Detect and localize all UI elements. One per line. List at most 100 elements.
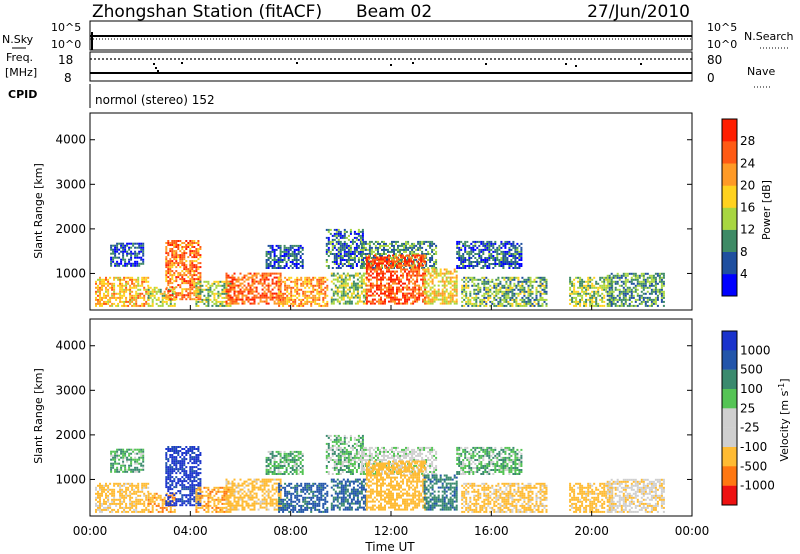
power-cell [458, 253, 461, 255]
power-cell [125, 296, 128, 299]
power-cell [603, 300, 606, 303]
power-cell [478, 263, 481, 265]
power-cell [365, 288, 368, 291]
nsearch-tick-top: 10^5 [707, 21, 737, 34]
power-cell [165, 258, 168, 261]
power-cell [197, 244, 200, 246]
power-cell [511, 298, 514, 301]
power-cell [419, 248, 422, 251]
power-cell [294, 294, 297, 297]
power-cell [429, 240, 432, 243]
power-cell [422, 254, 425, 257]
power-cell [644, 280, 647, 283]
power-cell [628, 298, 631, 301]
power-ylabel: Slant Range [km] [32, 163, 45, 259]
power-cell [573, 278, 576, 281]
power-cell [223, 290, 226, 293]
power-cell [261, 282, 264, 285]
velocity-cell [141, 482, 144, 485]
power-cell [407, 246, 410, 249]
power-cell [263, 292, 266, 295]
power-cell [325, 236, 328, 239]
power-cell [429, 253, 432, 255]
velocity-cell [95, 502, 97, 505]
power-cell [310, 278, 313, 281]
power-cell [278, 278, 281, 281]
power-cell [175, 266, 178, 269]
power-cell [284, 284, 287, 287]
power-cell [292, 302, 295, 305]
power-cell [189, 272, 192, 275]
power-cell [329, 250, 332, 253]
power-cell [616, 288, 619, 291]
velocity-cell [115, 498, 118, 501]
power-cell [171, 262, 174, 265]
velocity-cell [123, 500, 126, 503]
power-cell [429, 244, 432, 247]
power-cell [539, 290, 542, 293]
power-cell [167, 296, 170, 299]
power-cell [443, 302, 446, 305]
power-cell [343, 255, 346, 257]
power-cell [283, 255, 286, 257]
power-cell [408, 286, 411, 289]
power-cell [113, 286, 116, 289]
power-cell [367, 258, 370, 261]
power-cell [241, 302, 244, 305]
power-cell [455, 300, 458, 303]
power-cell [483, 280, 486, 283]
power-cell [433, 242, 436, 245]
power-cell [233, 300, 236, 303]
power-cell [369, 268, 372, 271]
power-cell [630, 304, 633, 307]
power-cell [227, 290, 230, 293]
power-cell [652, 290, 655, 293]
power-cell [341, 246, 344, 249]
velocity-cell [141, 502, 144, 505]
power-cell [642, 276, 645, 279]
power-cell [381, 253, 383, 255]
power-cell [603, 280, 606, 283]
power-cell [177, 264, 180, 267]
power-cell [654, 282, 657, 285]
power-cell [429, 261, 432, 263]
power-cell [533, 304, 536, 307]
power-cell [239, 284, 242, 287]
power-cell [514, 255, 517, 257]
power-cell [425, 286, 428, 289]
power-cell [269, 292, 272, 295]
power-cell [537, 290, 540, 293]
power-cell [414, 294, 417, 297]
power-cell [360, 253, 363, 255]
power-cell [217, 292, 220, 295]
power-cell [427, 259, 430, 261]
power-cell [601, 276, 604, 279]
power-cell [134, 256, 137, 259]
power-cell [379, 255, 381, 257]
power-cell [116, 250, 119, 253]
velocity-cell [103, 484, 105, 487]
power-cell [327, 250, 330, 253]
power-cell [175, 276, 178, 279]
power-cell [503, 300, 506, 303]
power-cell [644, 278, 647, 281]
power-cell [384, 276, 386, 279]
power-cell [418, 262, 421, 265]
power-cell [484, 265, 487, 267]
power-cell [402, 274, 404, 277]
power-cell [380, 268, 382, 271]
power-cell [195, 242, 198, 244]
velocity-cell [114, 456, 117, 459]
power-cell [491, 300, 494, 303]
power-cell [284, 288, 287, 291]
power-cell [475, 278, 478, 281]
power-cell [295, 244, 298, 247]
power-cell [346, 292, 349, 295]
power-cell [406, 274, 409, 277]
velocity-cell [130, 458, 133, 461]
power-cell [516, 253, 519, 255]
power-cell [610, 276, 613, 279]
power-cell [297, 250, 300, 253]
power-cell [380, 276, 382, 279]
